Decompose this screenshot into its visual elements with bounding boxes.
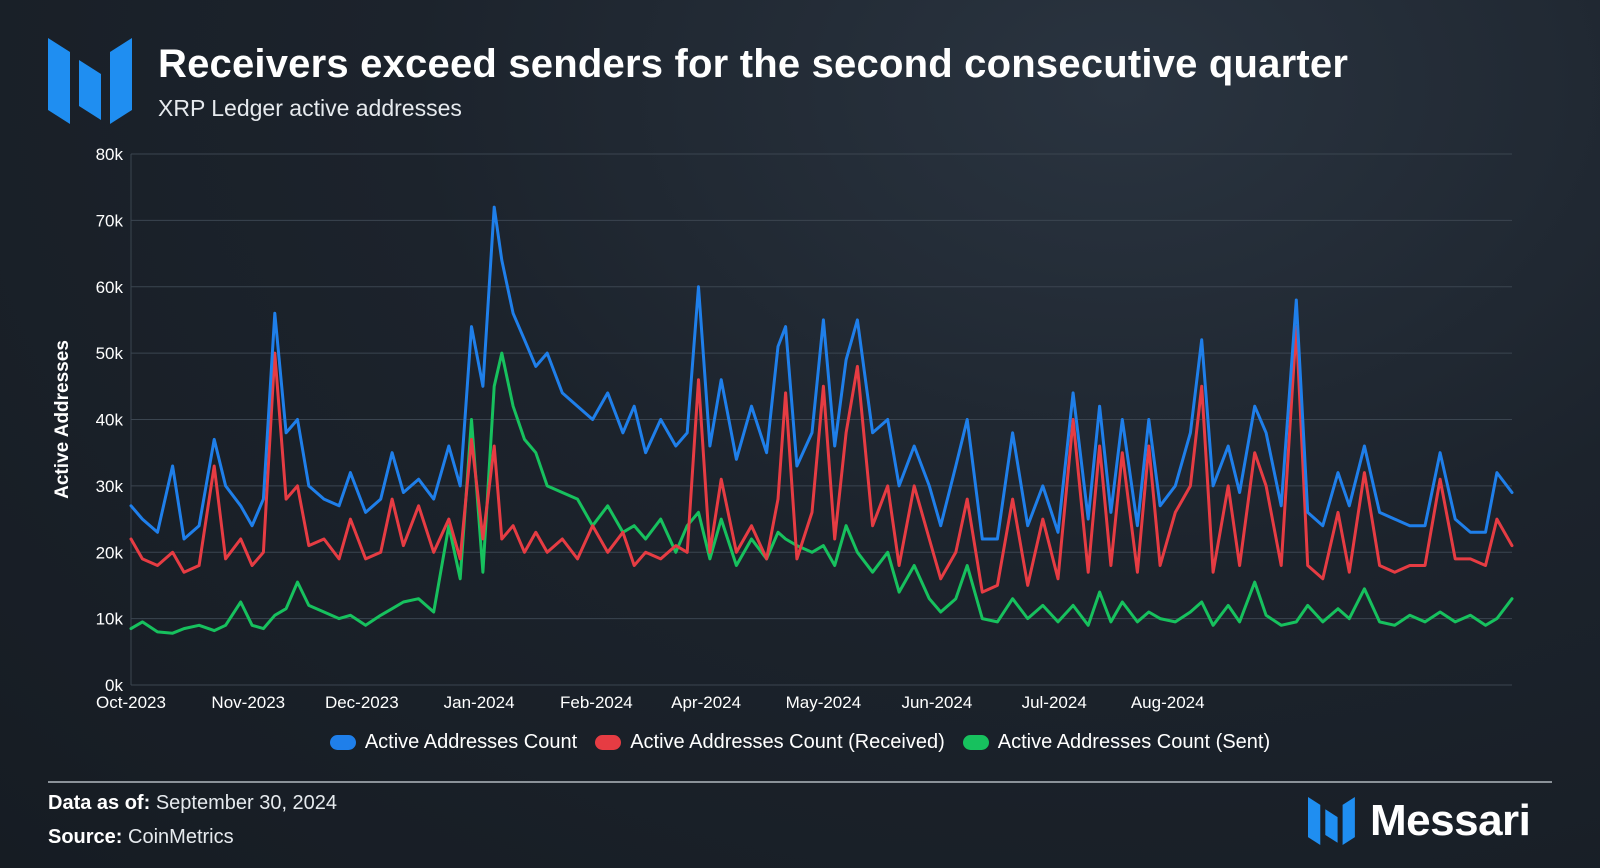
source: Source: CoinMetrics bbox=[48, 826, 234, 849]
y-tick-label: 70k bbox=[96, 211, 124, 230]
y-tick-label: 80k bbox=[96, 145, 124, 164]
legend-item-sent: Active Addresses Count (Sent) bbox=[962, 731, 1271, 754]
legend-swatch-sent bbox=[962, 735, 989, 750]
x-tick-label: Aug-2024 bbox=[1131, 693, 1205, 712]
brand-name: Messari bbox=[1370, 796, 1531, 845]
x-tick-label: Nov-2023 bbox=[211, 693, 285, 712]
data-as-of-label: Data as of: bbox=[48, 792, 151, 814]
x-tick-label: Feb-2024 bbox=[560, 693, 633, 712]
data-as-of-value: September 30, 2024 bbox=[155, 792, 338, 814]
y-tick-label: 60k bbox=[96, 278, 124, 297]
legend-swatch-received bbox=[595, 735, 622, 750]
legend-label-total: Active Addresses Count bbox=[364, 731, 578, 753]
source-value: CoinMetrics bbox=[128, 826, 234, 848]
x-tick-label: Jul-2024 bbox=[1022, 693, 1087, 712]
messari-brand-icon bbox=[1308, 797, 1355, 845]
y-tick-label: 50k bbox=[96, 344, 124, 363]
legend-label-sent: Active Addresses Count (Sent) bbox=[997, 731, 1271, 753]
data-as-of: Data as of: September 30, 2024 bbox=[48, 792, 337, 815]
page-subtitle: XRP Ledger active addresses bbox=[158, 95, 462, 121]
messari-logo-icon bbox=[48, 38, 132, 124]
x-tick-label: Jan-2024 bbox=[444, 693, 515, 712]
x-tick-label: Jun-2024 bbox=[901, 693, 972, 712]
y-tick-label: 20k bbox=[96, 543, 124, 562]
x-tick-label: Apr-2024 bbox=[671, 693, 741, 712]
chart-legend: Active Addresses Count Active Addresses … bbox=[0, 731, 1600, 754]
series-line-total bbox=[129, 205, 1514, 541]
legend-label-received: Active Addresses Count (Received) bbox=[630, 731, 945, 753]
footer-divider bbox=[48, 781, 1552, 783]
legend-item-received: Active Addresses Count (Received) bbox=[595, 731, 945, 754]
series-line-received bbox=[129, 325, 1514, 594]
legend-item-total: Active Addresses Count bbox=[329, 731, 578, 754]
source-label: Source: bbox=[48, 826, 123, 848]
legend-swatch-total bbox=[329, 735, 356, 750]
y-tick-label: 30k bbox=[96, 477, 124, 496]
brand-mark: Messari bbox=[1308, 796, 1531, 846]
y-tick-label: 10k bbox=[96, 610, 124, 629]
y-tick-label: 40k bbox=[96, 411, 124, 430]
x-tick-label: Oct-2023 bbox=[96, 693, 166, 712]
page-title: Receivers exceed senders for the second … bbox=[158, 42, 1349, 86]
x-tick-label: Dec-2023 bbox=[325, 693, 399, 712]
y-axis-label: Active Addresses bbox=[52, 340, 73, 499]
x-tick-label: May-2024 bbox=[786, 693, 862, 712]
y-tick-label: 0k bbox=[105, 676, 123, 695]
